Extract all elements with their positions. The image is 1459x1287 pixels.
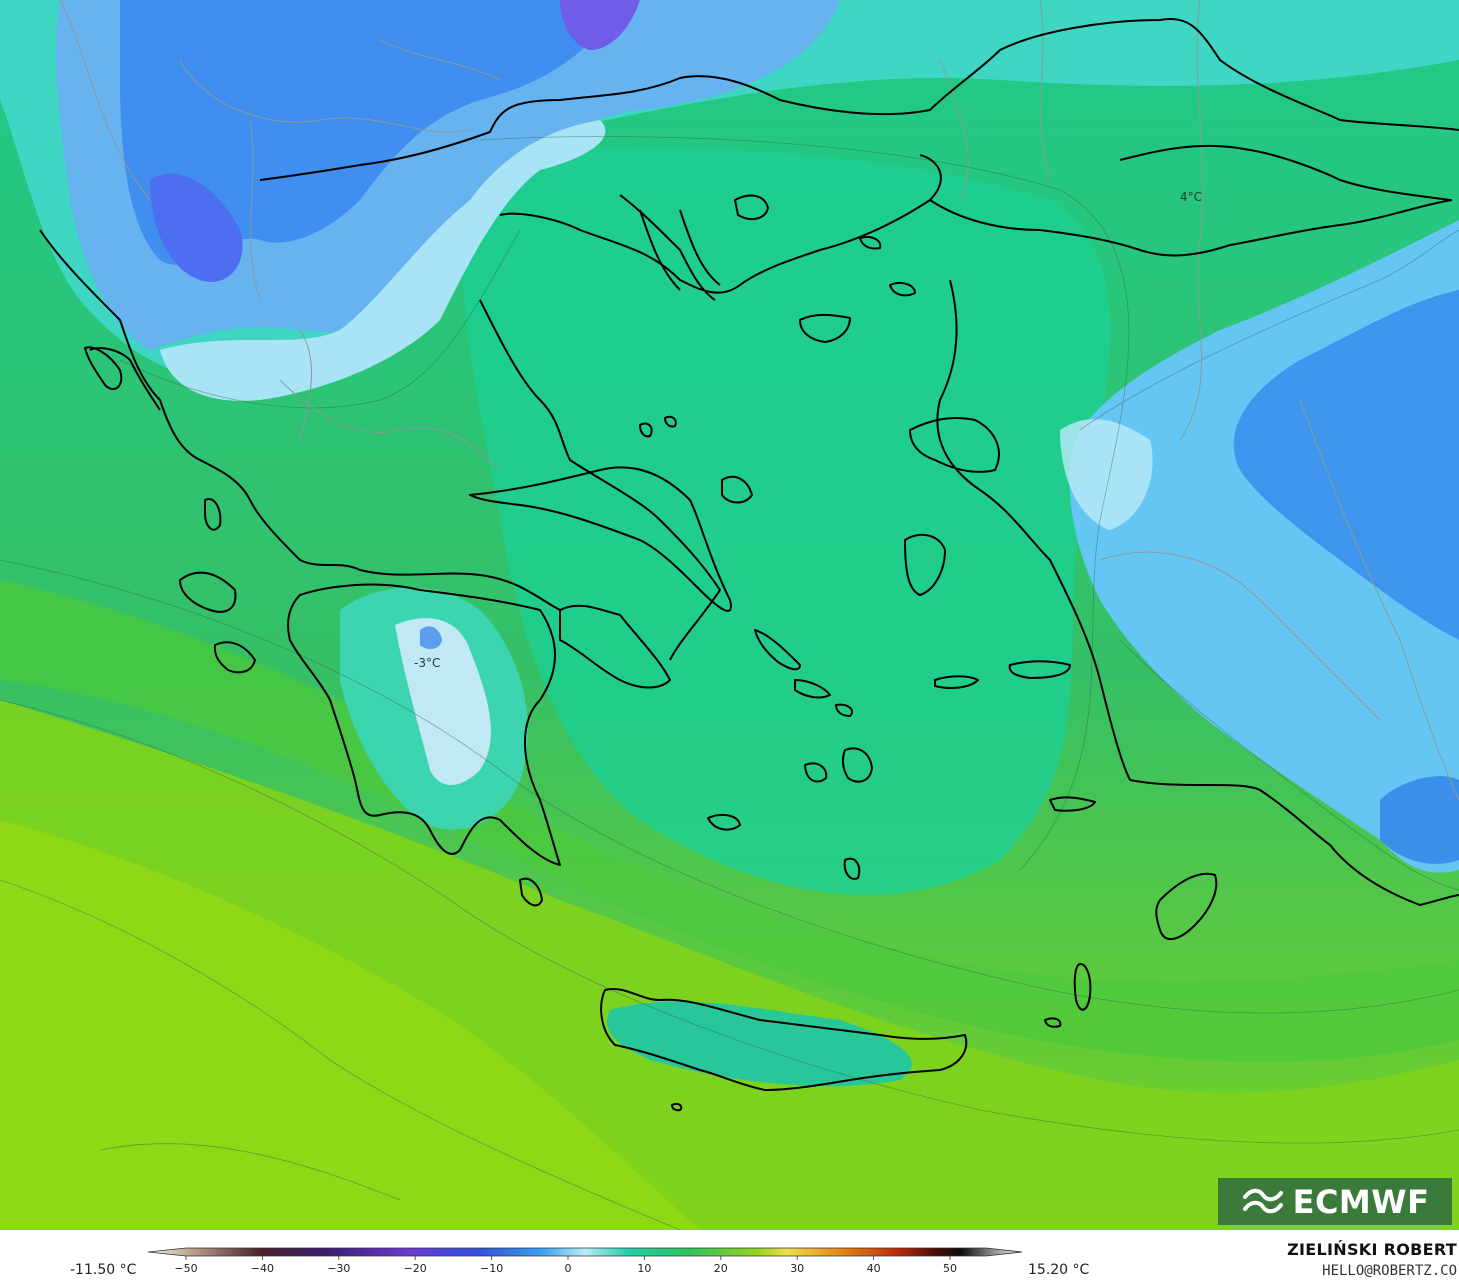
- coastlines: [39, 18, 1459, 1112]
- legend-max-value: 15.20 °C: [1028, 1262, 1090, 1278]
- peloponnese: [287, 583, 561, 866]
- santorini: [843, 857, 861, 880]
- logo-text: ECMWF: [1292, 1182, 1430, 1221]
- gavdos: [671, 1102, 683, 1112]
- legend-footer: −50 −40 −30 −20 −10 0 10 20 30 40 50: [0, 1230, 1459, 1287]
- north-aegean-coast: [499, 154, 942, 294]
- kefalonia: [179, 571, 237, 613]
- aegean-teal-zone: [462, 146, 1111, 895]
- light-blue-anatolia-edge: [1060, 419, 1153, 530]
- green-belt: [0, 580, 1459, 1062]
- cold-core-anatolia-south: [1380, 776, 1459, 864]
- milos: [707, 813, 741, 831]
- isotherm-lines: [0, 136, 1459, 1230]
- cold-core-peloponnese: [395, 618, 491, 785]
- lesbos: [909, 417, 1000, 473]
- legend-tick-label: −40: [251, 1262, 274, 1275]
- legend-tick-label: 40: [867, 1262, 881, 1275]
- anatolia-west-coast: [936, 279, 1131, 781]
- west-coast: [39, 229, 561, 611]
- chalkidiki: [619, 194, 721, 301]
- ecmwf-waves-icon: [1242, 1188, 1283, 1213]
- legend-tick-label: −50: [174, 1262, 197, 1275]
- warm-zone-southwest: [0, 820, 700, 1230]
- legend-tick-label: −10: [480, 1262, 503, 1275]
- legend-min-value: -11.50 °C: [70, 1262, 137, 1278]
- paros: [804, 762, 828, 783]
- cold-core-anatolia: [1233, 290, 1459, 640]
- color-scale-ticks: −50 −40 −30 −20 −10 0 10 20 30 40 50: [174, 1256, 957, 1275]
- andros: [754, 629, 801, 671]
- crete: [600, 987, 968, 1091]
- samos: [1008, 660, 1071, 679]
- cold-core-west: [150, 173, 243, 282]
- country-borders: [59, 0, 1459, 801]
- skyros: [721, 475, 753, 504]
- cold-core-north: [560, 0, 640, 50]
- light-blue-band: [160, 120, 606, 401]
- marmara-north: [1119, 144, 1451, 201]
- kos: [1049, 796, 1096, 812]
- kasos: [1044, 1017, 1062, 1028]
- temperature-map: -3°C 4°C: [0, 0, 1459, 1230]
- kythera: [519, 877, 543, 907]
- legend-tick-label: −20: [404, 1262, 427, 1275]
- color-scale-bar: [147, 1247, 1023, 1257]
- legend-tick-label: −30: [327, 1262, 350, 1275]
- naxos: [842, 747, 873, 783]
- euboea: [469, 466, 732, 612]
- temp-label-peloponnese: -3°C: [414, 656, 440, 670]
- legend-tick-label: 30: [790, 1262, 804, 1275]
- cold-zone-deep: [120, 0, 620, 265]
- tinos: [794, 679, 831, 699]
- epirus-coast: [89, 347, 161, 411]
- corfu: [84, 346, 123, 390]
- northern-border: [259, 18, 1459, 181]
- legend-tick-label: 50: [943, 1262, 957, 1275]
- gokceada: [859, 236, 882, 250]
- lemnos: [799, 313, 851, 343]
- legend-tick-label: 10: [637, 1262, 651, 1275]
- author-name: ZIELIŃSKI ROBERT: [1287, 1240, 1457, 1259]
- attica-coast: [559, 604, 671, 689]
- author-email[interactable]: HELLO@ROBERTZ.CO: [1322, 1263, 1457, 1279]
- legend-tick-label: 20: [714, 1262, 728, 1275]
- anatolia-south-coast: [1129, 779, 1459, 906]
- ecmwf-logo: ECMWF: [1218, 1178, 1452, 1225]
- mykonos: [835, 703, 854, 717]
- ikaria: [934, 675, 979, 689]
- lefkada: [204, 498, 222, 531]
- legend-tick-label: 0: [565, 1262, 572, 1275]
- thrace-coast: [929, 199, 1453, 257]
- cold-dot-peloponnese: [420, 626, 442, 650]
- karpathos: [1073, 963, 1092, 1011]
- samothrace: [889, 282, 916, 297]
- chios: [904, 533, 946, 596]
- zakynthos: [213, 641, 256, 674]
- thasos: [734, 194, 769, 221]
- temp-label-turkey: 4°C: [1180, 190, 1202, 204]
- greece-east-coast: [479, 299, 721, 661]
- rhodes: [1155, 872, 1218, 940]
- sporades: [639, 415, 677, 438]
